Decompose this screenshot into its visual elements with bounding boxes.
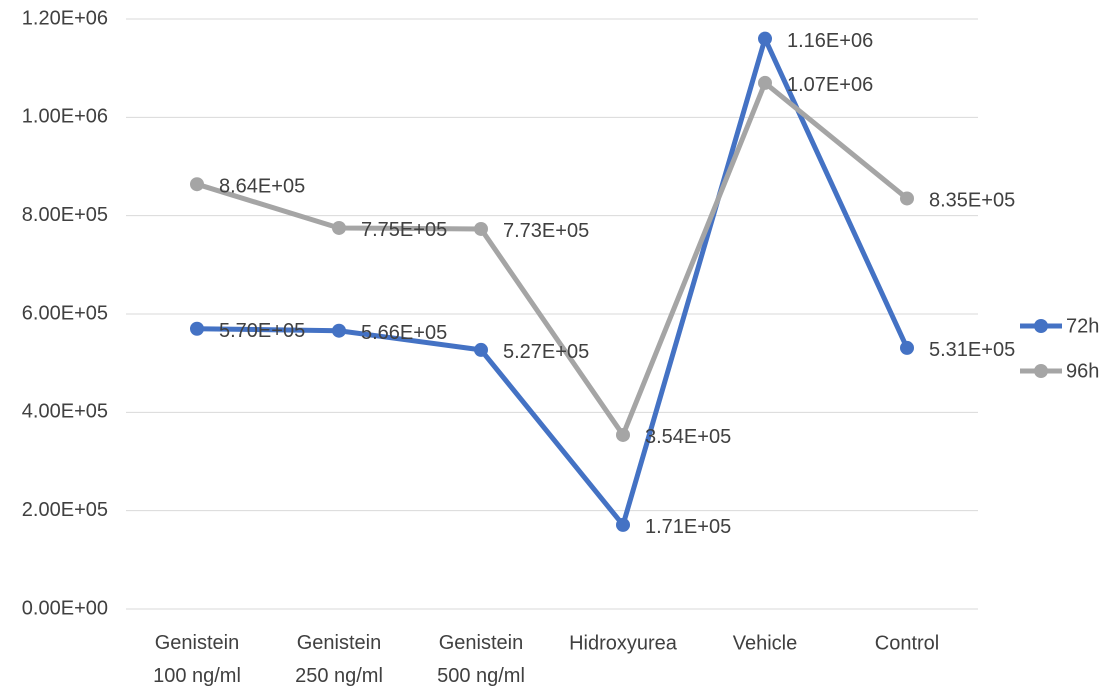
marker <box>616 517 630 532</box>
y-tick-label: 2.00E+05 <box>22 499 108 521</box>
x-tick-label: Genistein 500 ng/ml <box>437 632 525 687</box>
data-label: 8.64E+05 <box>219 175 305 197</box>
marker <box>332 220 346 235</box>
data-label: 3.54E+05 <box>645 426 731 448</box>
y-tick-label: 8.00E+05 <box>22 204 108 226</box>
marker <box>900 191 914 206</box>
legend-label: 72h <box>1066 315 1099 337</box>
data-label: 5.70E+05 <box>219 320 305 342</box>
x-tick-label: Control <box>875 632 939 654</box>
x-tick-label: Genistein 250 ng/ml <box>295 632 383 687</box>
marker <box>474 342 488 357</box>
data-label: 1.16E+06 <box>787 30 873 52</box>
data-label: 8.35E+05 <box>929 190 1015 212</box>
x-tick-label: Hidroxyurea <box>569 632 678 654</box>
legend-marker <box>1034 364 1048 378</box>
data-label: 1.07E+06 <box>787 74 873 96</box>
data-label: 5.27E+05 <box>503 341 589 363</box>
y-tick-label: 4.00E+05 <box>22 401 108 423</box>
y-tick-label: 1.20E+06 <box>22 7 108 29</box>
data-label: 1.71E+05 <box>645 516 731 538</box>
marker <box>190 177 204 192</box>
marker <box>474 221 488 236</box>
series-line <box>196 36 910 528</box>
y-tick-label: 6.00E+05 <box>22 302 108 324</box>
marker <box>616 427 630 442</box>
marker <box>758 75 772 90</box>
series-line <box>196 80 909 438</box>
marker <box>900 340 914 355</box>
data-label: 5.31E+05 <box>929 339 1015 361</box>
data-label: 7.75E+05 <box>361 219 447 241</box>
data-label: 5.66E+05 <box>361 322 447 344</box>
marker <box>190 321 204 336</box>
data-label: 7.73E+05 <box>503 220 589 242</box>
marker <box>332 323 346 338</box>
legend-label: 96h <box>1066 360 1099 382</box>
y-tick-label: 0.00E+00 <box>22 597 108 619</box>
marker <box>758 31 772 46</box>
y-tick-label: 1.00E+06 <box>22 106 108 128</box>
x-tick-label: Vehicle <box>733 632 798 654</box>
legend-marker <box>1034 319 1048 333</box>
x-tick-label: Genistein 100 ng/ml <box>153 632 241 687</box>
